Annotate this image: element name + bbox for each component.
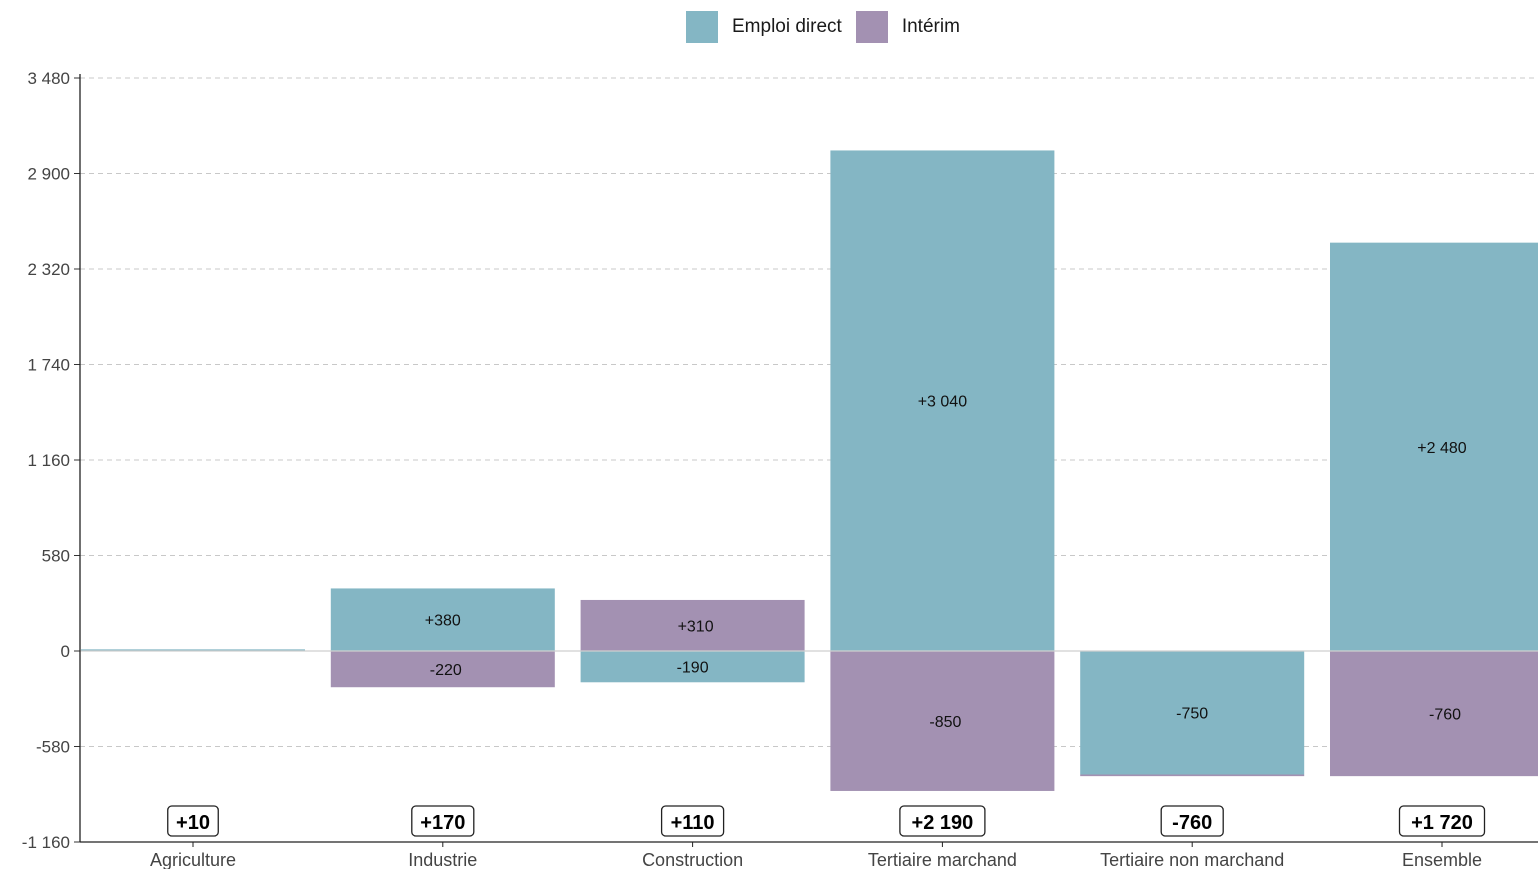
bar-label-emploi-direct: +3 040 bbox=[918, 394, 967, 411]
bar-emploi-direct bbox=[330, 588, 555, 651]
bar-interim bbox=[580, 599, 805, 651]
y-tick-label: 1 160 bbox=[27, 451, 70, 470]
total-label-box bbox=[411, 805, 475, 837]
bar-emploi-direct bbox=[1330, 242, 1538, 652]
total-label: +110 bbox=[671, 812, 715, 834]
y-tick-label: 1 740 bbox=[27, 356, 70, 375]
total-label-box bbox=[1398, 805, 1486, 837]
bar-label-interim: +310 bbox=[678, 618, 714, 635]
legend-swatch-interim bbox=[855, 11, 888, 43]
bar-label-emploi-direct: -750 bbox=[1176, 706, 1208, 723]
bar-interim bbox=[330, 651, 555, 688]
bar-interim bbox=[1080, 774, 1305, 777]
bar-interim bbox=[1330, 651, 1538, 777]
y-tick-label: -1 160 bbox=[22, 833, 70, 852]
bar-label-emploi-direct: +380 bbox=[425, 613, 461, 630]
legend-item-emploi-direct: Emploi direct bbox=[686, 11, 842, 43]
legend-label-interim: Intérim bbox=[901, 16, 960, 37]
bar-label-emploi-direct: +2 480 bbox=[1417, 440, 1466, 457]
bar-emploi-direct bbox=[580, 651, 805, 683]
legend-label-emploi-direct: Emploi direct bbox=[732, 16, 842, 37]
total-label-box bbox=[899, 805, 986, 837]
legend-swatch-emploi-direct bbox=[686, 11, 718, 43]
x-tick-label: Ensemble bbox=[1402, 850, 1482, 869]
x-tick-label: Construction bbox=[642, 850, 743, 869]
y-tick-label: 2 900 bbox=[27, 165, 70, 184]
legend: Emploi direct Intérim bbox=[686, 11, 974, 43]
total-label: +10 bbox=[176, 812, 210, 834]
bar-label-interim: -220 bbox=[430, 662, 462, 679]
total-label: +1 720 bbox=[1411, 812, 1473, 834]
bar-label-emploi-direct: -190 bbox=[677, 660, 709, 677]
y-tick-label: 0 bbox=[61, 642, 70, 661]
x-tick-label: Industrie bbox=[408, 850, 477, 869]
total-label: -760 bbox=[1172, 812, 1212, 834]
bar-label-interim: -850 bbox=[929, 714, 961, 731]
x-tick-label: Agriculture bbox=[150, 850, 236, 869]
y-tick-label: 3 480 bbox=[27, 69, 70, 88]
bar-label-interim: -760 bbox=[1429, 707, 1461, 724]
y-tick-label: 580 bbox=[42, 547, 70, 566]
total-label: +170 bbox=[420, 812, 465, 834]
total-label-box bbox=[167, 805, 219, 837]
y-tick-label: -580 bbox=[36, 738, 70, 757]
x-tick-label: Tertiaire marchand bbox=[868, 850, 1017, 869]
legend-item-interim: Intérim bbox=[855, 11, 960, 43]
total-label: +2 190 bbox=[912, 812, 974, 834]
bar-interim bbox=[830, 651, 1055, 791]
bar-emploi-direct bbox=[830, 150, 1055, 651]
bar-emploi-direct bbox=[1080, 651, 1305, 775]
bar-emploi-direct bbox=[81, 649, 305, 651]
total-label-box bbox=[660, 805, 725, 837]
x-tick-label: Tertiaire non marchand bbox=[1100, 850, 1284, 869]
y-tick-label: 2 320 bbox=[27, 260, 70, 279]
total-label-box bbox=[1160, 805, 1224, 837]
